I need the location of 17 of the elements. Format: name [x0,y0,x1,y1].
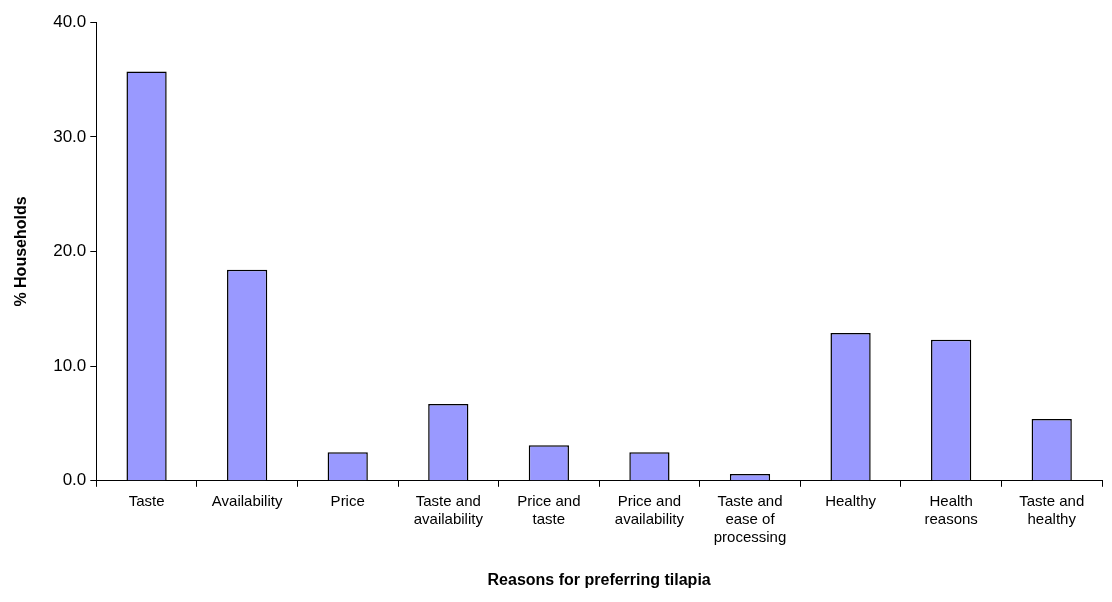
x-tick-label: Taste and availability [413,491,484,527]
x-tick-label: Price and taste [517,491,581,527]
x-tick-label: Price and availability [614,491,685,527]
x-tick-label: Availability [211,491,283,509]
y-tick-label: 30.0 [53,126,87,146]
y-tick-label: 20.0 [53,241,87,261]
x-tick-label: Price [330,491,365,509]
y-tick-label: 10.0 [53,355,87,375]
x-tick-label: Health reasons [924,491,978,527]
x-tick-label: Taste and ease of processing [713,491,787,545]
x-tick-label: Healthy [825,491,877,509]
x-tick-label: Taste [128,491,165,509]
y-axis-title: % Households [12,196,30,307]
y-tick-label: 40.0 [53,11,87,31]
x-axis-title: Reasons for preferring tilapia [487,570,711,588]
y-tick-label: 0.0 [62,470,87,490]
x-tick-label: Taste and healthy [1019,491,1085,527]
